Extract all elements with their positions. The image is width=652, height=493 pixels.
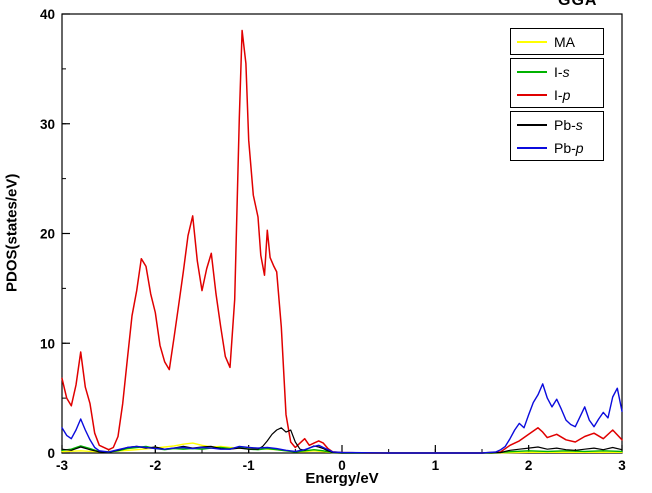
- legend-swatch-i-p: [517, 93, 547, 96]
- x-tick-label: -2: [149, 458, 161, 473]
- legend-swatch-pb-p: [517, 146, 547, 149]
- y-tick-label: 20: [40, 227, 55, 242]
- x-tick-label: 2: [525, 458, 533, 473]
- x-tick-label: 0: [338, 458, 346, 473]
- legend-group-lead: Pb-s Pb-p: [510, 111, 604, 161]
- y-axis-title: PDOS(states/eV): [3, 173, 21, 293]
- legend-item-pb-p[interactable]: Pb-p: [517, 136, 597, 159]
- legend-label-i-p: I-p: [554, 86, 571, 103]
- legend-swatch-i-s: [517, 70, 547, 73]
- legend: MA I-s I-p Pb-s Pb-p: [510, 28, 604, 161]
- legend-item-pb-s[interactable]: Pb-s: [517, 113, 597, 136]
- y-tick-label: 0: [47, 446, 55, 461]
- x-tick-label: 3: [618, 458, 626, 473]
- x-tick-label: -1: [243, 458, 255, 473]
- x-tick-label: 1: [432, 458, 440, 473]
- legend-item-ma[interactable]: MA: [517, 30, 597, 53]
- x-tick-label: -3: [56, 458, 68, 473]
- legend-swatch-ma: [517, 40, 547, 43]
- legend-swatch-pb-s: [517, 123, 547, 126]
- legend-label-ma: MA: [554, 33, 575, 50]
- legend-label-i-s: I-s: [554, 63, 570, 80]
- y-tick-label: 10: [40, 336, 55, 351]
- y-tick-label: 30: [40, 117, 55, 132]
- legend-label-pb-p: Pb-p: [554, 139, 584, 156]
- series-Pb-p-line: [61, 383, 623, 454]
- functional-annotation: GGA: [558, 0, 598, 9]
- y-tick-label: 40: [40, 7, 55, 22]
- x-axis-title: Energy/eV: [305, 470, 379, 487]
- legend-item-i-s[interactable]: I-s: [517, 60, 597, 83]
- legend-group-iodine: I-s I-p: [510, 58, 604, 108]
- legend-label-pb-s: Pb-s: [554, 116, 583, 133]
- legend-item-i-p[interactable]: I-p: [517, 83, 597, 106]
- legend-group-ma: MA: [510, 28, 604, 55]
- series-I-p-line: [61, 29, 623, 454]
